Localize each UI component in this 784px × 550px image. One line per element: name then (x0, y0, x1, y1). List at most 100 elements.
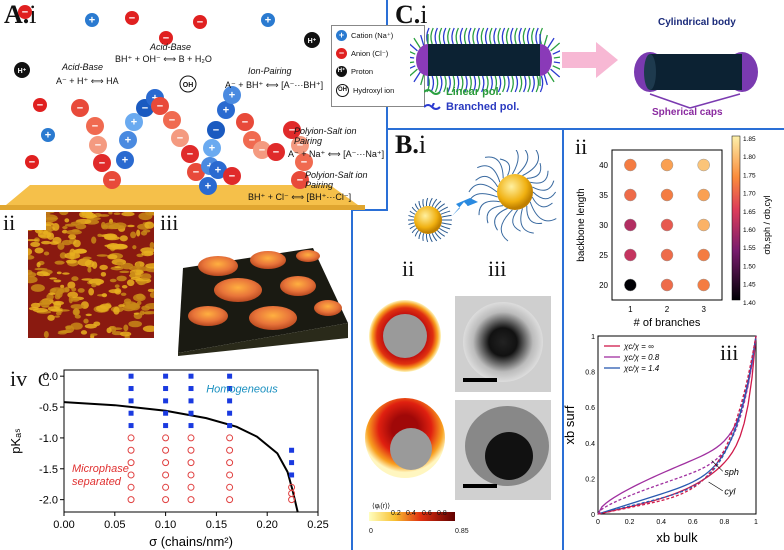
curve-14-cyl (597, 335, 757, 515)
heatmap-cell (624, 248, 637, 262)
homogeneous-point (128, 398, 134, 404)
heatmap-y-label: backbone length (576, 188, 587, 261)
proton-icon (14, 62, 30, 78)
heatmap-cell (660, 158, 674, 172)
chain-red-3: −−− − (236, 113, 285, 161)
colorbar-tick: 0 (369, 528, 373, 535)
microphase-point (162, 483, 170, 491)
free-ion (41, 128, 55, 142)
svg-text:−: − (273, 147, 279, 159)
panel-a-ii-label: ii (3, 210, 16, 235)
polyion-salt-1-label: Polyion-Salt ion Pairing (294, 126, 357, 146)
monomer-bead (86, 117, 104, 135)
density-profile-images (365, 296, 551, 521)
panel-b-iii-label: iii (488, 256, 507, 281)
polymer-chains: −−−−−+++−+−−−−−+++−++−−−−−−−−+−−+−−+−−+−… (14, 5, 320, 195)
heatmap-cbar-tick: 1.75 (743, 172, 756, 179)
svg-text:+: + (209, 143, 215, 155)
svg-text:+: + (125, 135, 131, 147)
x-tick-label: 0.20 (256, 519, 277, 531)
svg-text:−: − (169, 115, 175, 127)
monomer-bead (291, 171, 309, 189)
hydroxyl-icon (179, 75, 197, 93)
homogeneous-point (227, 386, 233, 392)
heatmap-cell (660, 248, 674, 262)
svg-text:−: − (242, 117, 248, 129)
heatmap-cell (660, 218, 674, 232)
heatmap-x-tick: 3 (701, 305, 706, 314)
svg-text:−: − (95, 140, 101, 152)
monomer-bead (207, 121, 225, 139)
colorbar-b-label: ⟨φᵢ(r)⟩ (372, 503, 391, 510)
free-ion (33, 98, 47, 112)
homogeneous-point (163, 398, 169, 404)
svg-text:+: + (122, 155, 128, 167)
x-tick-label: 0.15 (206, 519, 227, 531)
svg-text:+: + (223, 105, 229, 117)
monomer-bead (199, 177, 217, 195)
chain-red-2: −−−−− (151, 97, 205, 181)
polyion-salt-2-eq: BH⁺ + Cl⁻ ⟺ [BH⁺···Cl⁻] (248, 192, 352, 202)
arrow-left-icon (452, 198, 478, 216)
monomer-bead (151, 97, 169, 115)
microphase-point (187, 483, 195, 491)
svg-text:+: + (229, 90, 235, 102)
rod-body (428, 44, 540, 76)
chain-red-4: −−−− (283, 121, 313, 189)
monomer-bead (291, 136, 309, 154)
spherical-caps-label: Spherical caps (652, 107, 723, 118)
y-tick-label: -0.5 (39, 402, 58, 414)
svg-text:−: − (229, 171, 235, 183)
legend-row-proton: H⁺ Proton (336, 66, 373, 77)
surface-fraction-chart: 0 0.2 0.4 0.6 0.8 1 0 0.2 0.4 0.6 0.8 1 xb bulk xb su… (562, 334, 758, 545)
lines-y-tick: 0.2 (585, 476, 595, 483)
free-ion (159, 31, 173, 45)
heatmap-y-tick: 35 (599, 191, 608, 200)
homogeneous-point (227, 373, 233, 379)
homogeneous-point (163, 373, 169, 379)
svg-text:+: + (131, 117, 137, 129)
nanoparticle-large (497, 174, 533, 210)
heatmap-y-tick: 25 (599, 251, 608, 260)
microphase-annotation-1: Microphase (72, 463, 129, 475)
homogeneous-point (227, 423, 233, 429)
lines-x-tick: 1 (754, 519, 758, 526)
homogeneous-point (163, 410, 169, 416)
svg-text:H⁺: H⁺ (308, 38, 317, 45)
svg-text:−: − (129, 13, 135, 25)
svg-text:−: − (77, 103, 83, 115)
heatmap-cbar-tick: 1.50 (743, 263, 756, 270)
microphase-point (226, 496, 234, 504)
homogeneous-point (128, 423, 134, 429)
panel-c-ii-label: ii (575, 134, 588, 159)
panel-a-iv-label: iv (10, 366, 28, 391)
homogeneous-point (188, 386, 194, 392)
hydroxyl-icon: OH (336, 84, 349, 97)
svg-text:−: − (297, 175, 303, 187)
heatmap-cbar-tick: 1.55 (743, 245, 756, 252)
svg-text:−: − (92, 121, 98, 133)
heatmap-cell (697, 248, 710, 262)
colorbar-tick: 0.6 (422, 510, 432, 517)
microphase-point (226, 483, 234, 491)
cation-icon: + (336, 30, 347, 41)
branched-pol-label: Branched pol. (446, 101, 520, 113)
monomer-bead (236, 113, 254, 131)
curve-inf-cyl (597, 335, 757, 515)
monomer-bead (116, 151, 134, 169)
monomer-bead (125, 113, 143, 131)
homogeneous-point (188, 373, 194, 379)
homogeneous-point (163, 423, 169, 429)
cylinder-model (634, 52, 758, 109)
x-tick-label: 0.05 (104, 519, 125, 531)
homogeneous-point (128, 373, 134, 379)
branches-heatmap: 1 2 3 20 25 30 35 40 # of branches backbone lengt… (576, 135, 772, 329)
homogeneous-point (188, 423, 194, 429)
heatmap-cbar-tick: 1.70 (743, 191, 756, 198)
free-ion (18, 5, 32, 19)
panel-c-iii-label: iii (720, 340, 739, 365)
monomer-bead (283, 121, 301, 139)
heatmap-cbar-tick: 1.40 (743, 300, 756, 307)
divider-a-b (351, 209, 388, 211)
free-ion (193, 15, 207, 29)
